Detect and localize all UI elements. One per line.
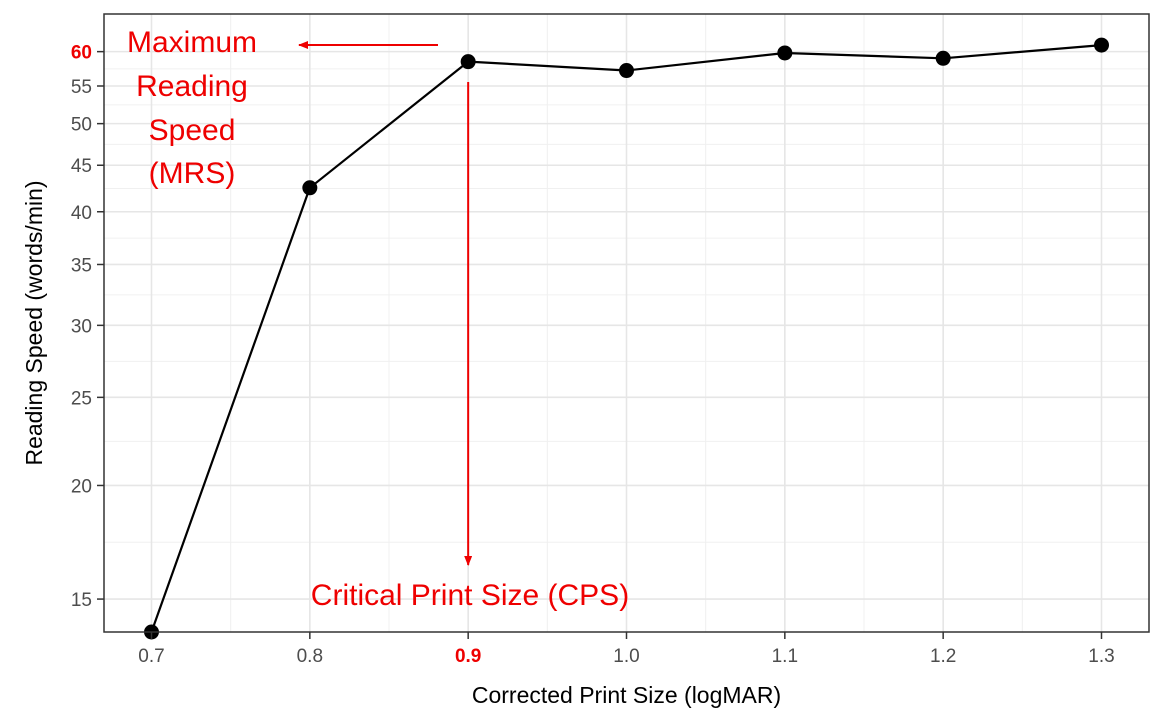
cps-label: Critical Print Size (CPS) <box>311 579 629 612</box>
series-layer <box>144 37 1109 640</box>
y-axis: 15 20 25 30 35 40 45 50 55 60 <box>71 43 104 611</box>
mrs-label-line: Maximum <box>127 26 257 59</box>
x-tick-label: 0.8 <box>297 646 323 667</box>
x-tick-label: 0.9 <box>455 646 481 667</box>
x-tick-label: 1.3 <box>1088 646 1114 667</box>
y-tick-label: 45 <box>71 156 92 177</box>
x-tick-label: 0.7 <box>138 646 164 667</box>
y-tick-label: 55 <box>71 77 92 98</box>
data-point <box>302 180 318 196</box>
data-point <box>777 45 793 61</box>
y-tick-label: 30 <box>71 316 92 337</box>
mrs-label-line: Reading <box>136 70 248 103</box>
x-tick-label: 1.0 <box>613 646 639 667</box>
annotation-layer: Maximum Reading Speed (MRS) Critical Print S… <box>127 26 629 612</box>
data-point <box>1094 37 1109 53</box>
y-tick-label: 20 <box>71 476 92 497</box>
y-tick-label: 60 <box>71 43 92 64</box>
y-axis-title: Reading Speed (words/min) <box>21 180 47 465</box>
data-point <box>935 50 951 66</box>
mrs-label-line: Speed <box>149 114 236 147</box>
x-axis: 0.7 0.8 0.9 1.0 1.1 1.2 1.3 <box>138 632 1115 667</box>
y-tick-label: 25 <box>71 388 92 409</box>
x-tick-label: 1.2 <box>930 646 956 667</box>
x-axis-title: Corrected Print Size (logMAR) <box>472 682 781 708</box>
data-point <box>460 54 476 70</box>
y-tick-label: 35 <box>71 255 92 276</box>
mrs-label-line: (MRS) <box>149 157 236 190</box>
y-tick-label: 40 <box>71 203 92 224</box>
x-tick-label: 1.1 <box>772 646 798 667</box>
y-tick-label: 15 <box>71 590 92 611</box>
major-gridlines <box>104 14 1149 632</box>
data-point <box>619 63 634 79</box>
y-tick-label: 50 <box>71 115 92 136</box>
